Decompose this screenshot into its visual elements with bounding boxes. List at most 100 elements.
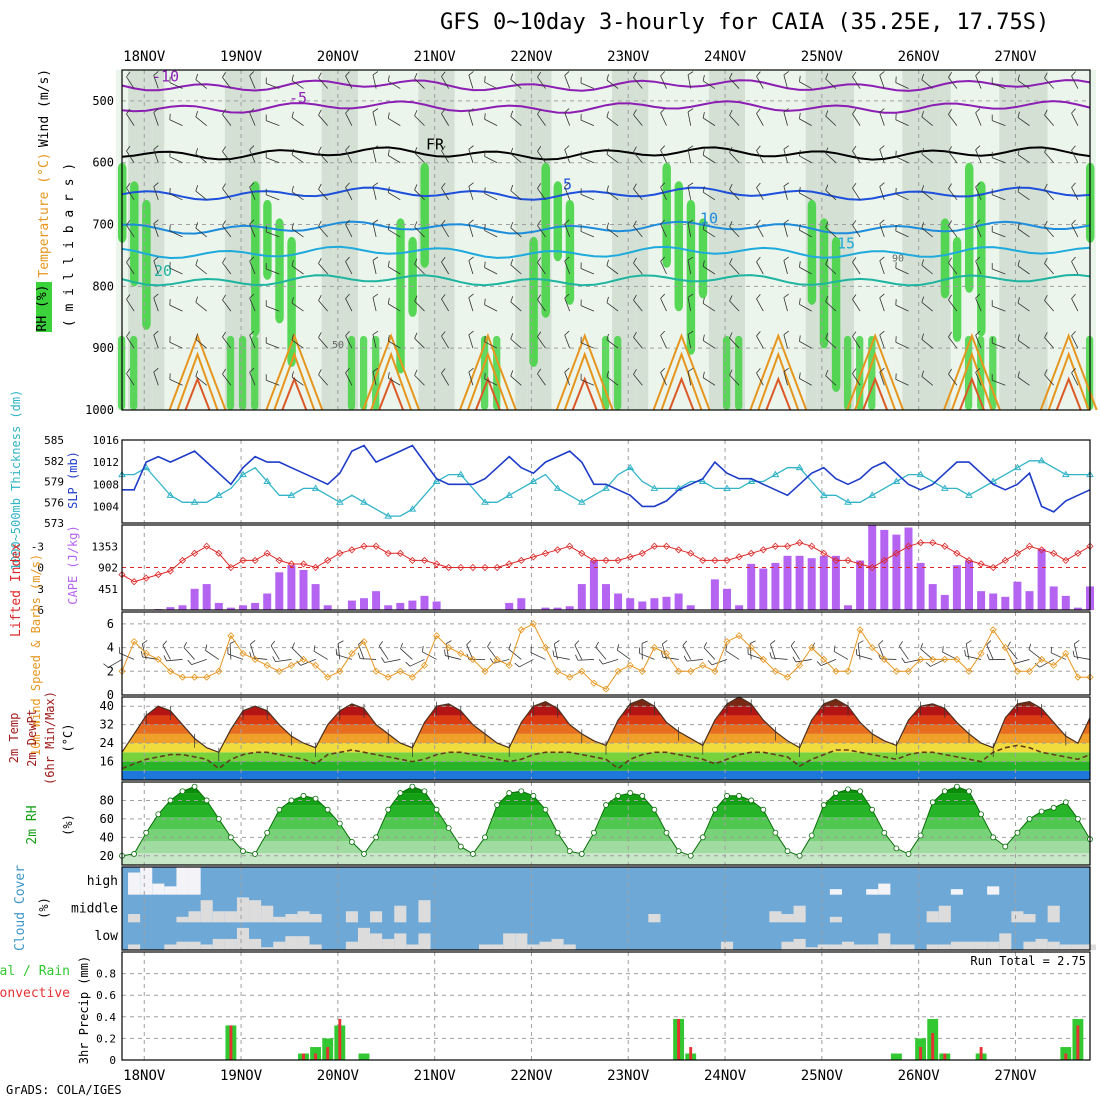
credit-label: GrADS: COLA/IGES [6,1083,122,1097]
surface-wind-barb [770,652,772,658]
rh-low-patch [239,336,246,410]
temperature-legend-label: Temperature (°C) [37,152,52,277]
rh-point [1027,816,1032,821]
slp-axis-label: SLP (mb) [66,451,80,509]
rh-point [216,816,221,821]
cape-bar [602,584,610,610]
surface-wind-barb [791,641,795,646]
surface-wind-barb [163,645,171,659]
surface-wind-barb [603,659,618,664]
rh-shade-column [890,70,902,410]
li-tick-label: -3 [31,540,44,553]
cloud-low-bar [866,944,878,950]
rh-shade-column [1011,70,1023,410]
cloud-low-bar [564,944,576,950]
rh-shade-column [164,70,176,410]
cloud-low-bar [297,936,309,950]
cloud-low-bar [176,942,188,950]
cape-bar [663,597,671,610]
precip-convective-bar [302,1054,305,1060]
precip-tick-label: 0 [109,1054,116,1067]
rh-point [652,807,657,812]
rh-point [712,807,717,812]
cape-bar [312,584,320,610]
cloud-low-bar [479,944,491,950]
cloud-middle-bar [273,917,285,923]
cloud-low-bar [975,942,987,950]
cloud-low-bar [927,944,939,950]
surface-wind-barb [684,656,687,661]
rh-point [434,807,439,812]
rh-shade-column [467,70,479,410]
slp-tick-label: 1012 [93,456,120,469]
time-label-bottom: 27NOV [994,1068,1037,1084]
rh-high-patch [287,237,295,367]
rh-tick-label: 60 [100,812,114,826]
rh-low-patch [735,336,742,410]
pressure-tick-label: 600 [92,156,114,170]
time-label-bottom: 22NOV [510,1068,553,1084]
surface-wind-barb [273,656,276,661]
rh-point [882,830,887,835]
cloud-middle-bar [1048,906,1060,923]
rh-point [749,798,754,803]
rh-shade-column [334,70,346,410]
cloud-high-bar [830,889,842,895]
rh-point [277,807,282,812]
temp-tick-label: 32 [100,718,114,732]
surface-wind-barb [965,650,966,656]
precip-convective-bar [943,1054,946,1060]
rh2m-unit-label: (%) [61,814,75,836]
cloud-high-bar [128,873,140,895]
surface-wind-barb [772,658,788,659]
cape-bar [360,598,368,610]
cloud-low-bar [1048,942,1060,950]
cloud-low-bar [273,942,285,950]
cloud-low-bar [939,944,951,950]
cape-bar [263,594,271,610]
surface-wind-barb [704,648,715,660]
rh-point [228,835,233,840]
cape-bar [396,603,404,610]
cape-bar [808,558,816,610]
cape-bar [675,594,683,610]
rh-point [846,787,851,792]
rh-point [579,851,584,856]
cloud-high-bar [866,889,878,895]
cape-bar [1013,582,1021,610]
cape-bar [517,598,525,610]
cape-bar [1062,596,1070,610]
cape-bar [747,564,755,610]
rh-point [918,833,923,838]
rh-point [362,851,367,856]
rh-point [265,830,270,835]
rh-point [676,849,681,854]
cloud-low-bar [285,936,297,950]
time-label-top: 27NOV [994,49,1037,65]
cape-bar [844,605,852,610]
precip-convective-bar [689,1047,692,1060]
cloud-middle-bar [189,911,201,922]
rh-point [192,784,197,789]
time-label-bottom: 21NOV [414,1068,457,1084]
cape-bar [1001,597,1009,610]
cloud-low-bar [358,928,370,950]
surface-wind-barb [142,640,147,643]
cloud-middle-bar [176,917,188,923]
surface-wind-barb [167,659,183,660]
surface-wind-barb [141,651,142,657]
cape-bar [287,565,295,610]
surface-wind-barb [1074,640,1079,643]
pressure-tick-label: 900 [92,341,114,355]
rh-point [386,807,391,812]
cloud-low-bar [842,942,854,950]
surface-wind-barb [358,653,360,659]
rh-point [507,791,512,796]
surface-wind-barb [575,655,577,660]
rh-shade-column [624,70,636,410]
cloud-middle-bar [346,911,358,922]
cape-bar [892,535,900,610]
cloud-low-bar [794,939,806,950]
rh-point [1075,816,1080,821]
